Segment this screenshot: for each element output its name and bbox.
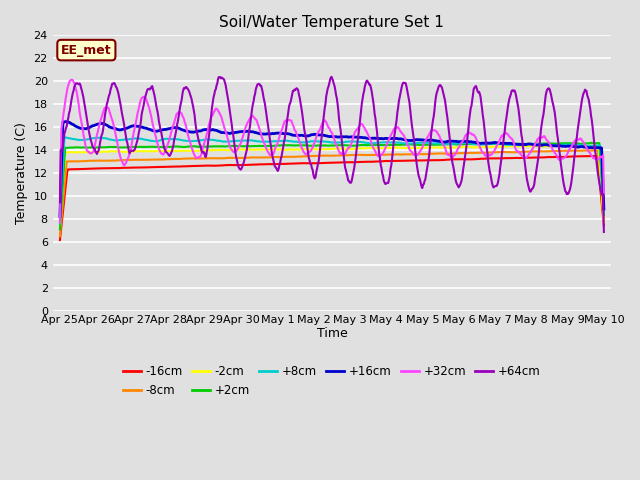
+16cm [56, 214, 64, 219]
-16cm [122, 165, 129, 171]
+8cm [207, 137, 214, 143]
+16cm [63, 119, 70, 124]
Line: +32cm: +32cm [60, 80, 604, 222]
+32cm [68, 77, 76, 83]
Line: +2cm: +2cm [60, 143, 604, 229]
-2cm [206, 147, 214, 153]
-8cm [177, 156, 185, 162]
Line: -16cm: -16cm [60, 156, 604, 240]
-16cm [398, 158, 406, 164]
+32cm [66, 78, 74, 84]
+16cm [178, 127, 186, 132]
+64cm [56, 200, 64, 205]
+2cm [414, 142, 422, 148]
Line: -8cm: -8cm [60, 150, 604, 236]
+8cm [123, 136, 131, 142]
-16cm [177, 164, 185, 169]
-2cm [594, 143, 602, 148]
+2cm [206, 144, 214, 149]
+32cm [56, 219, 64, 225]
+64cm [399, 81, 406, 86]
Y-axis label: Temperature (C): Temperature (C) [15, 122, 28, 224]
-2cm [56, 223, 64, 229]
-16cm [600, 223, 608, 228]
Line: +64cm: +64cm [60, 77, 604, 232]
-8cm [594, 147, 602, 153]
+16cm [415, 137, 422, 143]
-2cm [398, 145, 406, 151]
+32cm [415, 151, 422, 157]
+8cm [415, 140, 422, 146]
-8cm [206, 156, 214, 161]
-8cm [66, 158, 74, 164]
Text: EE_met: EE_met [61, 44, 111, 57]
+32cm [207, 117, 214, 122]
+8cm [178, 137, 186, 143]
+8cm [399, 140, 406, 146]
+2cm [600, 212, 608, 218]
+32cm [399, 132, 406, 137]
-16cm [56, 237, 64, 243]
+64cm [66, 108, 74, 114]
-2cm [122, 149, 129, 155]
-2cm [414, 145, 422, 151]
-2cm [177, 148, 185, 154]
+64cm [328, 74, 335, 80]
X-axis label: Time: Time [317, 327, 348, 340]
-2cm [600, 220, 608, 226]
+8cm [61, 134, 68, 140]
+8cm [56, 221, 64, 227]
-16cm [66, 167, 74, 172]
+16cm [207, 127, 214, 133]
Title: Soil/Water Temperature Set 1: Soil/Water Temperature Set 1 [220, 15, 444, 30]
+16cm [123, 125, 131, 131]
+16cm [600, 206, 608, 212]
+32cm [178, 111, 186, 117]
-8cm [600, 218, 608, 224]
-8cm [56, 233, 64, 239]
+64cm [415, 172, 422, 178]
+64cm [122, 132, 129, 138]
-16cm [206, 163, 214, 168]
+32cm [600, 191, 608, 196]
+64cm [600, 229, 608, 235]
+2cm [588, 140, 596, 146]
+2cm [398, 142, 406, 147]
Line: +8cm: +8cm [60, 137, 604, 224]
+2cm [177, 144, 185, 150]
-8cm [122, 157, 129, 163]
+2cm [56, 227, 64, 232]
+2cm [66, 144, 74, 150]
-16cm [593, 153, 601, 159]
+16cm [399, 136, 406, 142]
Line: +16cm: +16cm [60, 121, 604, 216]
+16cm [67, 120, 74, 126]
-2cm [66, 149, 74, 155]
-8cm [398, 152, 406, 157]
+32cm [123, 159, 131, 165]
+2cm [122, 144, 129, 150]
-16cm [414, 157, 422, 163]
+64cm [177, 100, 185, 106]
+8cm [600, 211, 608, 217]
Legend: -16cm, -8cm, -2cm, +2cm, +8cm, +16cm, +32cm, +64cm: -16cm, -8cm, -2cm, +2cm, +8cm, +16cm, +3… [118, 360, 545, 402]
-8cm [414, 151, 422, 157]
Line: -2cm: -2cm [60, 145, 604, 226]
+64cm [206, 126, 214, 132]
+8cm [67, 135, 74, 141]
